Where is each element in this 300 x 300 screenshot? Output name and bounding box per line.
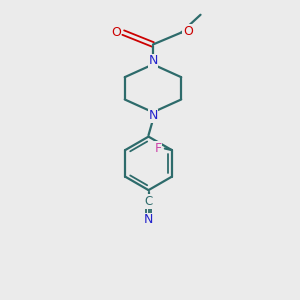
Text: F: F (155, 142, 162, 155)
Text: O: O (183, 25, 193, 38)
Text: N: N (148, 54, 158, 67)
Text: C: C (144, 195, 153, 208)
Text: N: N (144, 213, 153, 226)
Text: N: N (148, 109, 158, 122)
Text: O: O (111, 26, 121, 39)
